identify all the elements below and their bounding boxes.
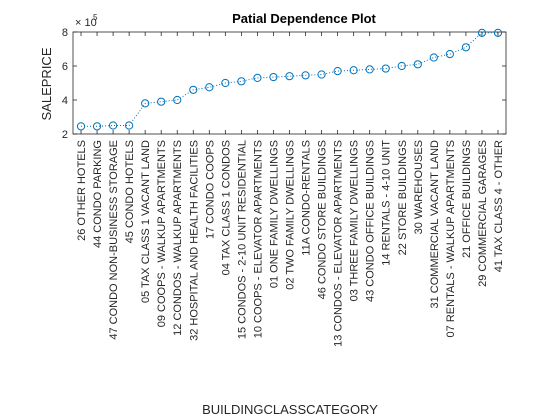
y-tick-label-1: 4 [62,95,68,107]
x-tick-label-4: 05 TAX CLASS 1 VACANT LAND [140,140,152,303]
data-point-11 [253,73,262,83]
data-point-0 [76,122,86,131]
y-tick-label-0: 2 [62,129,68,141]
x-tick-label-14: 11A CONDO-RENTALS [301,140,313,256]
y-axis-label: SALEPRICE [39,47,54,120]
data-point-20 [397,61,406,71]
data-point-10 [237,77,246,86]
data-point-24 [461,43,471,52]
x-tick-label-3: 45 CONDO HOTELS [124,140,136,243]
data-point-6 [173,95,182,105]
x-tick-label-26: 41 TAX CLASS 4 - OTHER [493,140,505,272]
x-tick-label-12: 01 ONE FAMILY DWELLINGS [268,140,280,288]
data-point-1 [92,122,102,131]
x-tick-label-20: 22 STORE BUILDINGS [397,140,409,255]
data-point-16 [333,67,342,76]
data-point-25 [477,28,487,37]
data-point-21 [413,60,422,69]
data-point-23 [445,50,454,59]
x-tick-label-1: 44 CONDO PARKING [92,140,104,248]
data-point-19 [381,64,390,73]
x-tick-label-23: 07 RENTALS - WALKUP APARTMENTS [445,140,457,337]
x-tick-label-25: 29 COMMERCIAL GARAGES [477,140,489,287]
x-tick-label-21: 30 WAREHOUSES [413,140,425,234]
data-point-4 [141,99,150,108]
x-tick-label-7: 32 HOSPITAL AND HEALTH FACILITIES [188,140,200,341]
x-tick-label-16: 13 CONDOS - ELEVATOR APARTMENTS [333,140,345,347]
x-tick-label-9: 04 TAX CLASS 1 CONDOS [220,140,232,275]
data-point-8 [205,83,214,92]
x-tick-label-17: 03 THREE FAMILY DWELLINGS [349,140,361,301]
x-tick-label-5: 09 COOPS - WALKUP APARTMENTS [156,140,168,327]
data-point-26 [493,28,503,37]
data-point-13 [285,72,294,81]
plot-area: 2 4 6 8 26 OTHER HOTELS 44 CONDO PARKING 47 CO… [62,27,507,347]
y-axis-exponent-base: × 10 [75,17,97,29]
data-point-18 [365,65,374,74]
plot-frame [72,31,507,135]
data-point-22 [429,53,438,62]
data-point-5 [157,97,166,106]
x-tick-label-2: 47 CONDO NON-BUSINESS STORAGE [108,140,120,340]
data-point-17 [349,66,358,75]
x-tick-label-10: 15 CONDOS - 2-10 UNIT RESIDENTIAL [236,140,248,339]
data-point-3 [125,121,134,130]
y-tick-label-3: 8 [62,27,68,39]
x-tick-label-6: 12 CONDOS - WALKUP APARTMENTS [172,140,184,336]
data-point-2 [108,121,118,130]
x-tick-label-8: 17 CONDO COOPS [204,140,216,239]
x-tick-label-19: 14 RENTALS - 4-10 UNIT [381,140,393,266]
x-tick-label-0: 26 OTHER HOTELS [76,140,88,241]
x-axis-label: BUILDINGCLASSCATEGORY [202,402,378,417]
x-tick-label-22: 31 COMMERCIAL VACANT LAND [429,140,441,309]
x-tick-label-11: 10 COOPS - ELEVATOR APARTMENTS [252,140,264,338]
data-point-9 [221,78,230,88]
data-point-12 [269,72,278,82]
data-point-7 [189,85,198,94]
data-point-15 [317,70,326,79]
y-axis-exponent-power: 5 [93,13,98,22]
x-tick-label-15: 46 CONDO STORE BUILDINGS [317,140,329,299]
x-tick-label-18: 43 CONDO OFFICE BUILDINGS [365,140,377,302]
chart-title: Patial Dependence Plot [232,11,376,26]
data-point-14 [301,71,310,80]
y-axis-exponent: × 10 5 [75,13,98,29]
y-tick-label-2: 6 [62,61,68,73]
x-tick-label-13: 02 TWO FAMILY DWELLINGS [285,140,297,290]
x-tick-label-24: 21 OFFICE BUILDINGS [461,140,473,258]
